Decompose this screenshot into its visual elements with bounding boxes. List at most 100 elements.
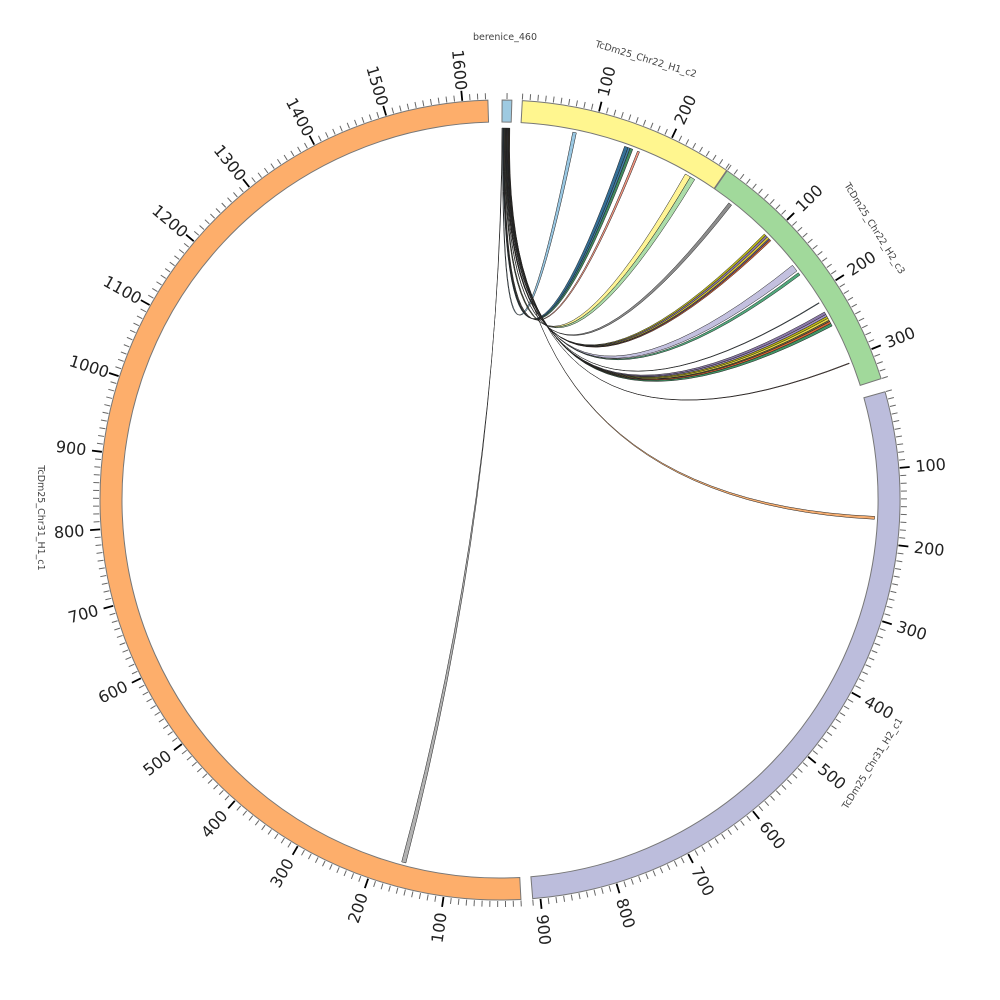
- minor-tick: [172, 737, 178, 742]
- chromosome-c31h2[interactable]: [530, 391, 901, 900]
- minor-tick: [101, 582, 108, 585]
- major-tick: [90, 528, 101, 531]
- major-tick: [786, 212, 795, 221]
- minor-tick: [802, 762, 808, 767]
- minor-tick: [457, 898, 460, 905]
- minor-tick: [123, 344, 130, 348]
- major-tick: [615, 883, 621, 894]
- minor-tick: [764, 193, 769, 199]
- chromosome-c31h1[interactable]: [99, 99, 522, 901]
- minor-tick: [261, 824, 266, 831]
- minor-tick: [725, 163, 730, 169]
- minor-tick: [547, 898, 550, 905]
- minor-tick: [893, 575, 900, 578]
- tick-label: 100: [428, 911, 451, 944]
- minor-tick: [297, 146, 302, 153]
- minor-tick: [746, 815, 751, 822]
- minor-tick: [897, 443, 904, 446]
- minor-tick: [601, 887, 604, 894]
- labels-layer: berenice_460100200TcDm25_Chr22_H1_c21002…: [35, 32, 947, 946]
- minor-tick: [895, 435, 903, 438]
- minor-tick: [119, 642, 126, 646]
- minor-tick: [635, 117, 639, 123]
- minor-tick: [449, 897, 452, 905]
- tick-label: 1500: [362, 64, 392, 108]
- minor-tick: [578, 893, 581, 900]
- minor-tick: [839, 712, 846, 717]
- major-tick: [140, 299, 151, 306]
- minor-tick: [207, 779, 213, 784]
- minor-tick: [770, 795, 775, 801]
- minor-tick: [890, 590, 897, 594]
- tick-label: 200: [913, 538, 946, 560]
- minor-tick: [898, 451, 905, 453]
- minor-tick: [858, 317, 865, 322]
- minor-tick: [733, 825, 739, 831]
- minor-tick: [563, 895, 566, 902]
- minor-tick: [142, 691, 149, 696]
- chromosome-c22h1[interactable]: [520, 100, 728, 190]
- minor-tick: [718, 159, 724, 165]
- minor-tick: [164, 268, 171, 273]
- minor-tick: [204, 219, 210, 225]
- minor-tick: [129, 329, 136, 334]
- minor-tick: [830, 270, 837, 275]
- minor-tick: [812, 244, 818, 250]
- link-ribbon-7: [505, 127, 733, 336]
- minor-tick: [568, 98, 571, 106]
- minor-tick: [373, 881, 376, 888]
- minor-tick: [183, 242, 190, 248]
- minor-tick: [817, 744, 823, 749]
- minor-tick: [708, 842, 713, 848]
- minor-tick: [886, 605, 893, 609]
- link-ribbon-6: [504, 127, 696, 329]
- minor-tick: [336, 867, 340, 874]
- minor-tick: [146, 698, 153, 703]
- minor-tick: [889, 404, 896, 408]
- tick-label: 700: [687, 863, 718, 899]
- major-tick: [91, 449, 103, 453]
- minor-tick: [652, 870, 656, 877]
- minor-tick: [822, 737, 828, 743]
- minor-tick: [797, 768, 803, 773]
- minor-tick: [623, 881, 627, 888]
- tick-label: 1300: [210, 141, 250, 185]
- minor-tick: [227, 197, 232, 203]
- major-tick: [460, 90, 464, 101]
- minor-tick: [802, 232, 808, 238]
- minor-tick: [630, 878, 634, 885]
- minor-tick: [361, 116, 365, 123]
- minor-tick: [575, 100, 578, 107]
- minor-tick: [620, 111, 624, 118]
- minor-tick: [835, 718, 842, 723]
- minor-tick: [181, 749, 187, 755]
- minor-tick: [395, 887, 399, 894]
- chromosome-berenice[interactable]: [501, 99, 513, 123]
- tick-label: 600: [95, 677, 131, 708]
- minor-tick: [642, 119, 647, 126]
- minor-tick: [96, 442, 103, 445]
- major-tick: [851, 691, 861, 699]
- minor-tick: [712, 154, 717, 161]
- minor-tick: [418, 892, 422, 900]
- minor-tick: [318, 135, 322, 142]
- minor-tick: [221, 202, 227, 208]
- minor-tick: [545, 95, 547, 102]
- minor-tick: [898, 459, 906, 461]
- minor-tick: [659, 867, 664, 874]
- minor-tick: [376, 111, 380, 118]
- minor-tick: [358, 875, 362, 882]
- minor-tick: [664, 128, 668, 135]
- minor-tick: [108, 388, 115, 392]
- major-tick: [898, 544, 909, 548]
- minor-tick: [110, 381, 117, 384]
- minor-tick: [881, 376, 888, 379]
- minor-tick: [109, 612, 116, 616]
- chromosome-c22h2[interactable]: [713, 170, 882, 386]
- minor-tick: [879, 368, 886, 372]
- minor-tick: [613, 109, 617, 116]
- major-tick: [671, 128, 678, 139]
- minor-tick: [406, 103, 410, 110]
- minor-tick: [868, 657, 875, 661]
